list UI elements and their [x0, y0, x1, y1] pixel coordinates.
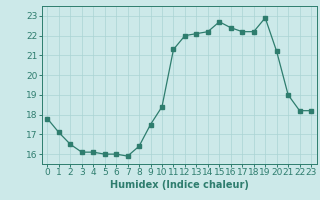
- X-axis label: Humidex (Indice chaleur): Humidex (Indice chaleur): [110, 180, 249, 190]
